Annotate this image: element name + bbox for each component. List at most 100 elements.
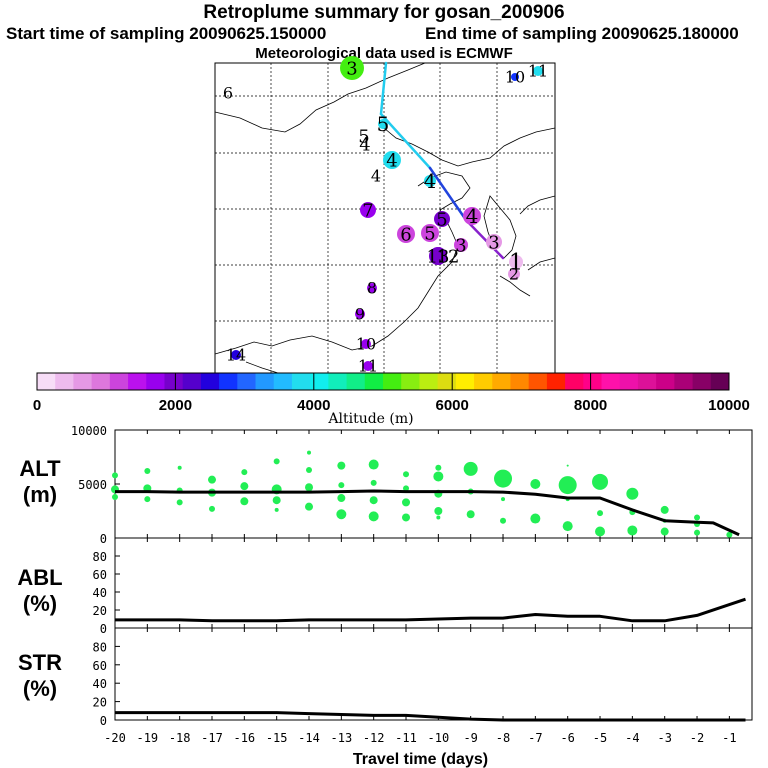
map-plume-point	[533, 66, 543, 76]
y-tick-label: 0	[100, 714, 107, 728]
abl-label-line1: ABL	[17, 565, 63, 590]
plume-particle-point	[566, 464, 569, 467]
map-plume-point	[421, 224, 439, 242]
panel-frame	[114, 429, 753, 539]
colorbar-swatch	[91, 373, 111, 390]
colorbar-swatch	[237, 373, 257, 390]
alt-label-line1: ALT	[19, 456, 61, 481]
plume-particle-point	[463, 461, 478, 476]
colorbar-swatch	[164, 373, 184, 390]
map-day-label: 10	[505, 68, 525, 87]
map-day-label: 4	[424, 169, 437, 193]
x-tick-label: -14	[298, 731, 320, 745]
track-segment-blue	[428, 166, 468, 222]
plume-particle-point	[241, 469, 248, 476]
colorbar-swatch	[182, 373, 202, 390]
colorbar-swatch	[255, 373, 275, 390]
colorbar-swatch	[565, 373, 584, 390]
map-points	[231, 56, 543, 371]
plume-particle-point	[402, 498, 411, 507]
x-tick-label: -19	[136, 731, 158, 745]
y-tick-label: 10000	[71, 424, 107, 438]
colorbar-swatch	[273, 373, 293, 390]
plume-particle-point	[176, 499, 183, 506]
map-plume-point	[511, 73, 519, 81]
map-day-label: 4	[371, 167, 381, 186]
colorbar-axis-label: Altitude (m)	[327, 411, 413, 427]
plume-particle-point	[402, 513, 411, 522]
x-tick-label: -9	[463, 731, 477, 745]
map-plume-point	[509, 255, 523, 269]
panel-frame	[114, 627, 753, 721]
plume-particle-point	[370, 479, 377, 486]
map-plume-point	[363, 361, 373, 371]
x-tick-label: -10	[428, 731, 450, 745]
colorbar-swatch	[219, 373, 238, 390]
map-plume-point	[429, 247, 447, 265]
map-plume-point	[424, 175, 436, 187]
plume-particle-point	[306, 466, 313, 473]
plume-particle-point	[597, 510, 604, 517]
end-time-label: End time of sampling 20090625.180000	[425, 24, 739, 43]
plume-particle-point	[272, 496, 281, 505]
map-day-label: 3	[488, 232, 499, 253]
x-tick-label: -1	[722, 731, 736, 745]
map-day-label: 10	[356, 335, 376, 354]
map-day-label: 3	[455, 235, 466, 256]
colorbar-swatch	[437, 373, 457, 390]
map-day-label: 2	[509, 265, 519, 284]
abl-label-line2: (%)	[22, 591, 58, 616]
colorbar-swatch	[510, 373, 530, 390]
plume-particle-point	[208, 475, 217, 484]
plume-particle-point	[209, 505, 216, 512]
map-plume-point	[355, 309, 365, 319]
plume-particle-point	[500, 517, 507, 524]
plume-particle-point	[144, 468, 151, 475]
y-tick-label: 0	[100, 622, 107, 636]
map-day-label: 11	[528, 62, 548, 81]
start-time-label: Start time of sampling 20090625.150000	[6, 24, 327, 43]
map-day-label: 5	[424, 223, 435, 244]
colorbar-swatch	[619, 373, 639, 390]
colorbar-swatch	[291, 373, 311, 390]
colorbar-swatch	[328, 373, 348, 390]
colorbar-swatch	[492, 373, 511, 390]
map-day-label: 1	[509, 251, 523, 276]
colorbar-swatch	[200, 373, 220, 390]
map-plume-point	[486, 234, 502, 250]
map-day-label: 6	[400, 224, 411, 245]
map-plume-point	[508, 268, 520, 280]
map-plume-point	[360, 202, 376, 218]
plume-particle-point	[368, 459, 379, 470]
plume-particle-point	[305, 483, 314, 492]
colorbar-swatch	[455, 373, 475, 390]
plume-particle-point	[338, 482, 345, 489]
colorbar-swatch	[364, 373, 384, 390]
colorbar-swatch	[674, 373, 694, 390]
series-line-alt	[115, 489, 740, 537]
coastlines	[214, 62, 556, 374]
x-tick-label: -13	[331, 731, 353, 745]
alt-row-label: ALT (m)	[0, 456, 80, 508]
x-tick-label: -12	[363, 731, 385, 745]
plume-particle-point	[562, 521, 573, 532]
plume-particle-point	[530, 513, 541, 524]
plume-particle-point	[305, 502, 314, 511]
map-day-label: 9	[355, 305, 365, 324]
colorbar-tick-label: 10000	[708, 397, 750, 414]
track-segment-cyan-2	[379, 112, 432, 170]
plume-particle-point	[240, 482, 249, 491]
x-tick-label: -17	[201, 731, 223, 745]
x-tick-label: -2	[690, 731, 704, 745]
str-row-label: STR (%)	[0, 650, 80, 702]
alt-label-line2: (m)	[22, 482, 58, 507]
map-day-label: 12	[437, 246, 460, 267]
trajectory-track	[379, 61, 505, 260]
y-tick-label: 80	[93, 550, 107, 564]
plume-particle-point	[144, 496, 151, 503]
x-tick-label: -15	[266, 731, 288, 745]
colorbar-swatch	[37, 373, 56, 390]
plume-particle-point	[436, 515, 441, 520]
